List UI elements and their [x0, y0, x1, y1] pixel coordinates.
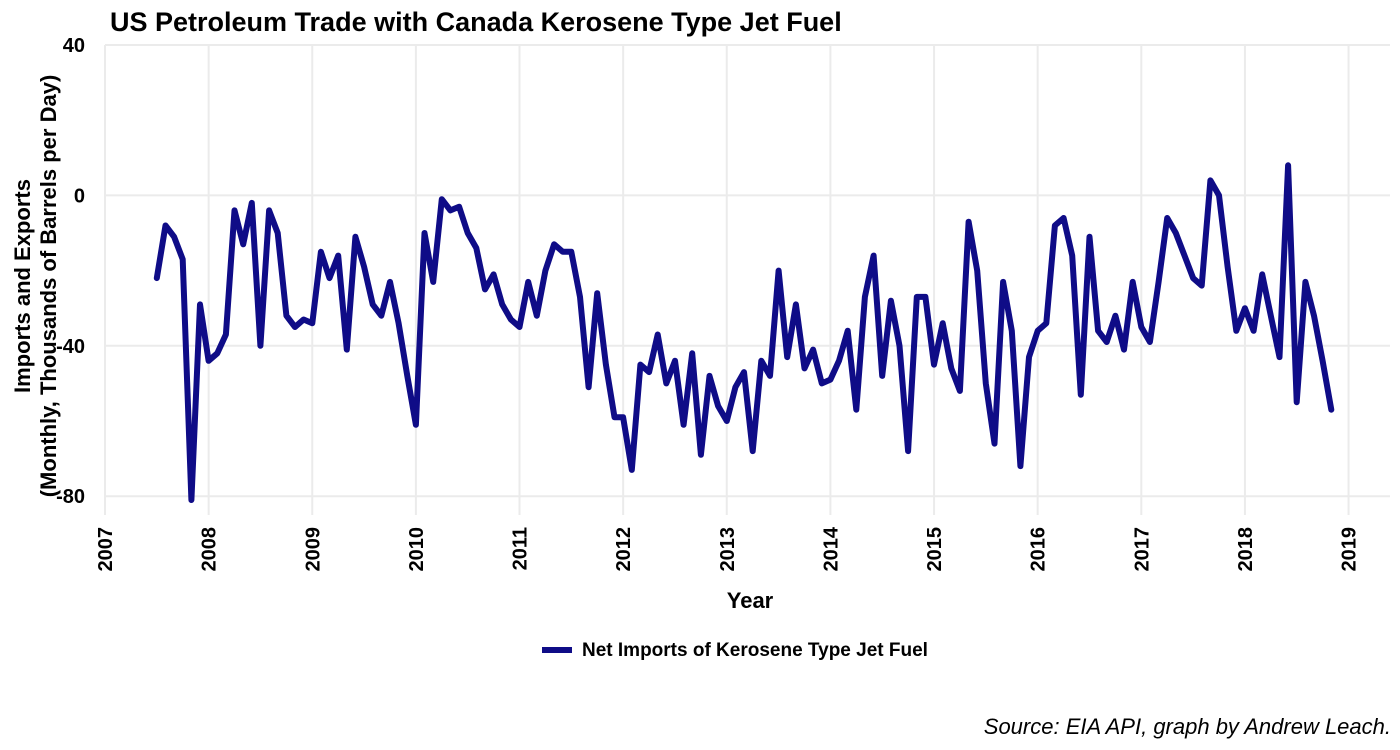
y-tick-label: -80	[56, 486, 85, 508]
x-tick-label: 2012	[613, 527, 635, 572]
x-tick-label: 2013	[717, 527, 739, 572]
x-tick-labels: 2007 2008 2009 2010 2011 2012 2013 2014 2015 2016…	[95, 526, 1361, 571]
x-tick-label: 2019	[1339, 527, 1361, 572]
chart-title: US Petroleum Trade with Canada Kerosene …	[110, 7, 842, 37]
y-tick-labels: 40 0 -40 -80	[56, 35, 85, 508]
x-tick-label: 2014	[820, 526, 842, 571]
x-tick-label: 2018	[1235, 527, 1257, 572]
x-tick-label: 2010	[406, 527, 428, 572]
x-tick-label: 2009	[302, 527, 324, 572]
y-tick-label: 40	[63, 35, 85, 57]
x-tick-label: 2008	[199, 527, 221, 572]
x-tick-label: 2015	[924, 527, 946, 572]
y-tick-label: 0	[74, 185, 85, 207]
y-tick-label: -40	[56, 336, 85, 358]
x-tick-label: 2016	[1028, 527, 1050, 572]
y-axis-title-line1: Imports and Exports	[10, 179, 35, 393]
x-tick-label: 2007	[95, 527, 117, 572]
x-tick-label: 2017	[1131, 527, 1153, 572]
source-caption: Source: EIA API, graph by Andrew Leach.	[984, 714, 1391, 739]
y-axis-title-line2: (Monthly, Thousands of Barrels per Day)	[36, 75, 61, 498]
legend: Net Imports of Kerosene Type Jet Fuel	[542, 640, 928, 661]
y-axis-title: Imports and Exports (Monthly, Thousands …	[10, 75, 61, 498]
x-axis-title: Year	[727, 588, 774, 613]
grid-major	[104, 44, 1390, 515]
x-tick-label: 2011	[510, 527, 532, 570]
legend-label: Net Imports of Kerosene Type Jet Fuel	[582, 640, 928, 661]
series-line-net-imports	[153, 162, 1335, 503]
